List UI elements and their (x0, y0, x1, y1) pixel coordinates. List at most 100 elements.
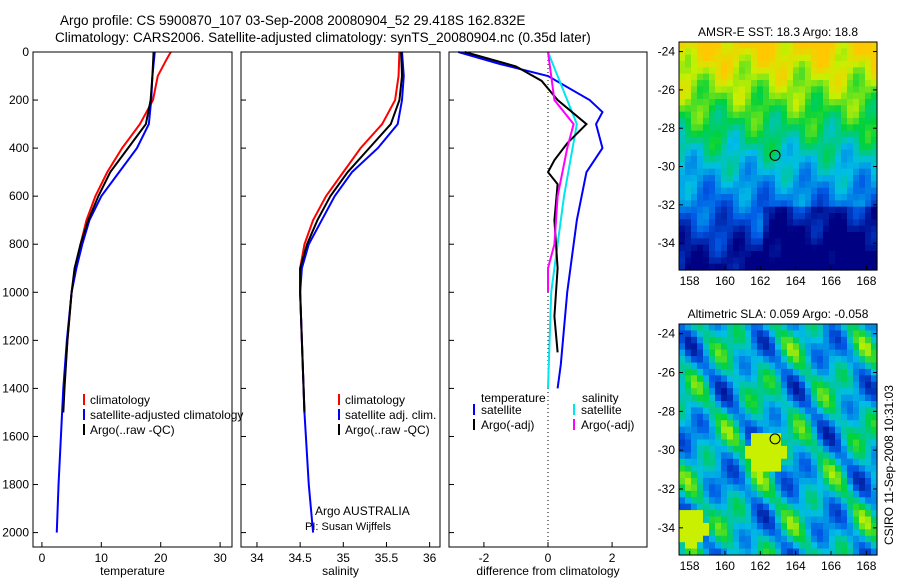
map-cell (757, 516, 764, 524)
map-cell (703, 388, 710, 396)
map-cell (805, 187, 812, 195)
legend-swatch (338, 409, 340, 420)
map-cell (847, 336, 854, 344)
series-line-salinity-satellite (547, 51, 578, 389)
map-cell (685, 61, 692, 68)
map-cell (685, 263, 692, 271)
map-cell (697, 67, 704, 75)
map-cell (691, 394, 698, 402)
map-cell (859, 356, 866, 364)
map-cell (871, 137, 878, 144)
map-cell (697, 445, 704, 453)
map-cell (871, 162, 878, 170)
map-cell (823, 343, 830, 351)
map-cell (811, 80, 818, 87)
map-cell (763, 200, 770, 208)
map-cell (829, 187, 836, 195)
map-cell (733, 368, 740, 376)
map-cell (853, 439, 860, 447)
map-cell (697, 137, 704, 144)
map-cell (829, 503, 836, 511)
map-cell (757, 407, 764, 415)
map-cell (787, 407, 794, 415)
map-cell (751, 232, 758, 239)
map-cell (793, 118, 800, 125)
map-cell (745, 426, 752, 434)
map-cell (709, 497, 716, 505)
y-tick-label: -30 (658, 443, 676, 457)
map-cell (763, 349, 770, 357)
map-cell (703, 471, 710, 479)
map-cell (733, 206, 740, 214)
map-cell (799, 330, 806, 338)
map-cell (739, 535, 746, 543)
map-cell (823, 162, 830, 170)
map-cell (817, 522, 824, 530)
map-cell (859, 219, 866, 227)
map-cell (763, 130, 770, 138)
map-cell (823, 445, 830, 453)
map-cell (697, 225, 704, 233)
map-cell (865, 80, 872, 87)
map-cell (829, 368, 836, 376)
map-cell (787, 368, 794, 376)
map-cell (823, 124, 830, 132)
map-cell (799, 343, 806, 351)
map-cell (769, 244, 776, 252)
map-cell (769, 206, 776, 214)
map-cell (847, 535, 854, 543)
map-cell (679, 465, 686, 473)
map-cell (703, 244, 710, 252)
map-cell (811, 542, 818, 550)
map-cell (739, 381, 746, 389)
map-cell (733, 548, 740, 556)
y-tick-label: 2000 (2, 526, 29, 540)
map-cell (865, 330, 872, 338)
map-cell (793, 368, 800, 376)
map-cell (769, 478, 776, 486)
map-cell (721, 465, 728, 473)
map-cell (829, 67, 836, 75)
map-cell (865, 548, 872, 556)
map-cell (721, 181, 728, 189)
map-cell (691, 497, 698, 505)
map-cell (745, 388, 752, 396)
map-cell (733, 149, 740, 157)
map-cell (697, 465, 704, 473)
map-cell (799, 452, 806, 460)
map-cell (769, 516, 776, 524)
map-cell (739, 156, 746, 163)
map-cell (793, 219, 800, 227)
map-cell (757, 143, 764, 151)
map-cell (727, 42, 734, 49)
map-cell (709, 92, 716, 100)
map-cell (841, 535, 848, 543)
map-cell (853, 251, 860, 258)
map-cell (847, 181, 854, 189)
map-cell (685, 336, 692, 344)
map-cell (697, 336, 704, 344)
map-cell (751, 111, 758, 119)
map-cell (769, 137, 776, 144)
map-cell (805, 343, 812, 351)
map-cell (811, 168, 818, 176)
x-tick-label: 162 (750, 559, 770, 573)
map-cell (835, 105, 842, 113)
map-cell (799, 420, 806, 428)
map-cell (697, 61, 704, 68)
map-cell (715, 394, 722, 402)
map-cell (859, 471, 866, 479)
map-cell (781, 445, 788, 453)
map-cell (709, 445, 716, 453)
map-cell (709, 503, 716, 511)
map-cell (829, 336, 836, 344)
map-cell (703, 219, 710, 227)
map-cell (787, 324, 794, 332)
map-cell (829, 48, 836, 56)
legend-swatch (473, 404, 475, 415)
map-cell (691, 73, 698, 81)
map-cell (691, 471, 698, 479)
map-cell (721, 426, 728, 434)
map-cell (715, 458, 722, 466)
map-cell (679, 263, 686, 271)
